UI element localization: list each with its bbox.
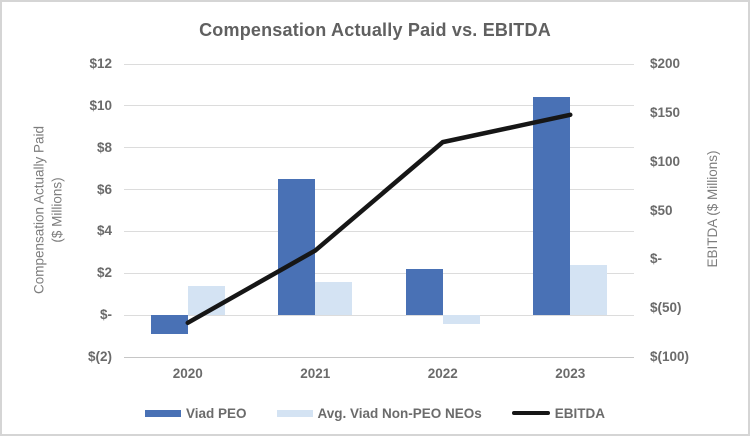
y-axis-left-tick-label: $- <box>99 307 112 323</box>
y-axis-right-tick-label: $100 <box>650 153 681 169</box>
legend-swatch-ebitda <box>511 411 550 415</box>
legend: Viad PEO Avg. Viad Non-PEO NEOs EBITDA <box>2 401 748 425</box>
y-axis-left-tick-label: $6 <box>96 181 112 197</box>
bar-non-peo-neos-2023 <box>570 264 608 316</box>
legend-swatch-viad-peo <box>144 409 181 417</box>
bar-viad-peo-2020 <box>150 315 188 334</box>
legend-item-non-peo-neos: Avg. Viad Non-PEO NEOs <box>276 405 482 421</box>
y-axis-left-tick-label: $10 <box>89 97 112 113</box>
legend-label-ebitda: EBITDA <box>554 405 606 421</box>
gridline <box>124 63 634 65</box>
gridline <box>124 356 634 358</box>
legend-swatch-non-peo-neos <box>276 409 313 417</box>
gridline <box>124 105 634 107</box>
y-axis-right-tick-label: $- <box>650 251 663 267</box>
legend-label-viad-peo: Viad PEO <box>185 405 247 421</box>
y-axis-left-tick-label: $2 <box>96 265 112 281</box>
bar-non-peo-neos-2020 <box>187 285 225 316</box>
bar-viad-peo-2023 <box>533 97 571 316</box>
x-axis-label-2020: 2020 <box>172 366 203 381</box>
bar-non-peo-neos-2021 <box>315 281 353 316</box>
x-axis-label-2023: 2023 <box>555 366 586 381</box>
y-axis-right-tick-label: $150 <box>650 104 681 120</box>
y-axis-left-tick-label: $8 <box>96 139 112 155</box>
bar-non-peo-neos-2022 <box>442 315 480 324</box>
legend-item-ebitda: EBITDA <box>511 405 606 421</box>
y-axis-left-tick-label: $(2) <box>87 349 112 364</box>
y-axis-right-tick-label: $(100) <box>650 349 690 364</box>
y-axis-left-tick-label: $4 <box>96 223 112 239</box>
y-axis-right-tick-label: $200 <box>650 56 681 71</box>
x-axis-label-2021: 2021 <box>300 366 331 381</box>
legend-label-non-peo-neos: Avg. Viad Non-PEO NEOs <box>317 405 482 421</box>
chart-title: Compensation Actually Paid vs. EBITDA <box>199 20 551 40</box>
x-axis-label-2022: 2022 <box>427 366 458 381</box>
legend-item-viad-peo: Viad PEO <box>144 405 247 421</box>
bar-viad-peo-2022 <box>405 269 443 316</box>
y-axis-right-tick-label: $(50) <box>650 300 682 316</box>
y-axis-right-tick-label: $50 <box>650 202 673 218</box>
y-axis-left-tick-label: $12 <box>89 56 112 71</box>
bar-viad-peo-2021 <box>278 179 316 316</box>
